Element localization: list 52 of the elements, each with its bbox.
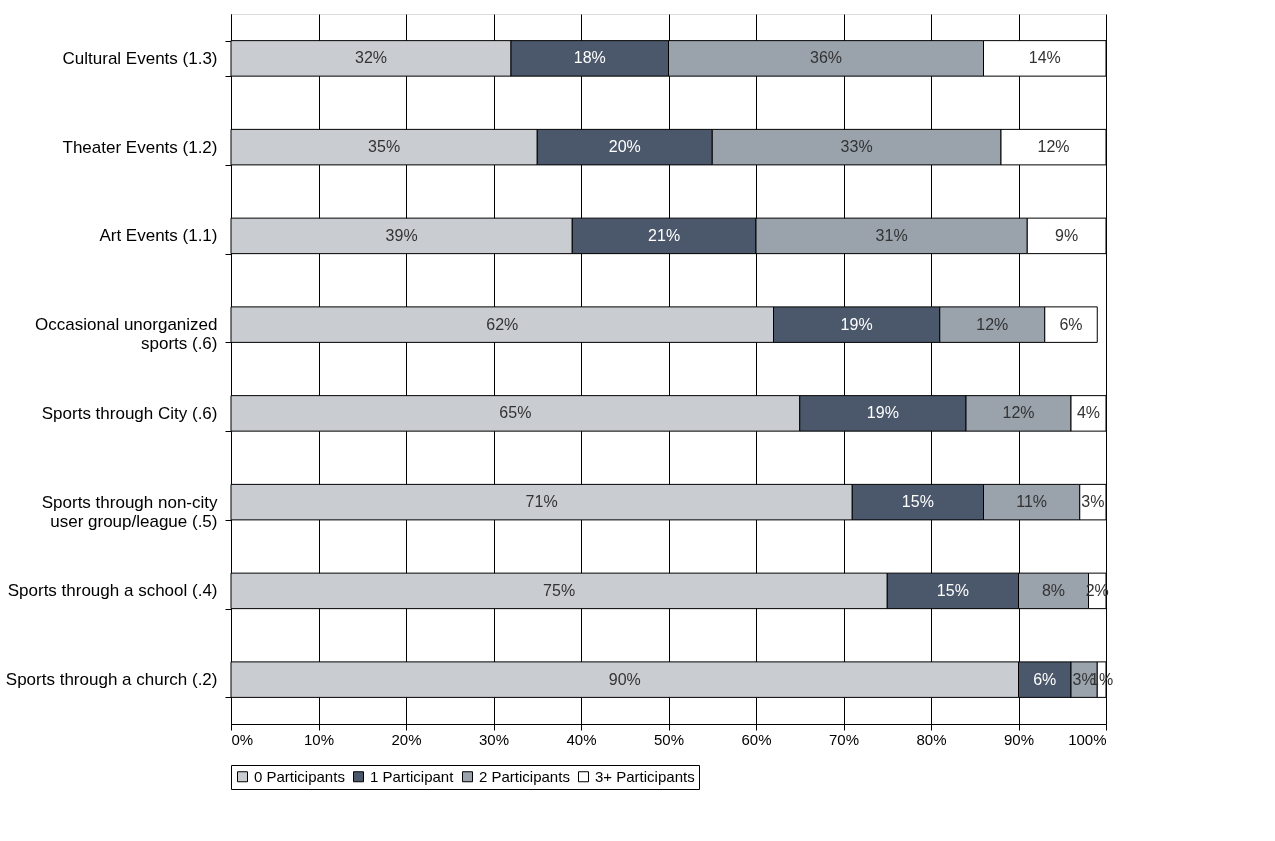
y-tick-label: Art Events (1.1) [99,226,218,246]
x-tick-label: 80% [916,730,947,748]
data-label: 31% [875,226,908,244]
legend-label: 2 Participants [479,767,570,785]
data-label: 11% [1016,493,1048,511]
data-label: 12% [1002,404,1035,422]
data-label: 15% [936,581,969,599]
y-tick-label: Cultural Events (1.3) [62,48,218,68]
data-label: 39% [385,226,418,244]
legend-label: 0 Participants [254,767,345,785]
x-tick-label: 0% [231,730,254,748]
x-tick-label: 70% [828,730,860,748]
data-label: 9% [1055,226,1079,244]
data-label: 3% [1081,493,1105,511]
legend-label: 3+ Participants [595,767,695,785]
x-tick-label: 100% [1068,730,1107,748]
x-tick-label: 30% [478,730,510,748]
legend-label: 1 Participant [370,767,455,785]
data-label: 6% [1059,315,1083,333]
data-label: 4% [1076,404,1101,422]
data-label: 35% [368,138,401,156]
y-tick-label: Theater Events (1.2) [62,137,218,157]
x-tick-label: 90% [1003,730,1035,748]
data-label: 6% [1033,670,1057,688]
data-label: 36% [809,49,843,67]
data-label: 8% [1041,581,1066,599]
data-label: 19% [840,315,873,333]
data-label: 19% [866,404,899,422]
data-label: 65% [499,404,532,422]
data-label: 14% [1028,49,1061,67]
y-tick-label: Sports through a church (.2) [5,670,218,690]
data-label: 75% [543,581,576,599]
data-label: 20% [608,138,641,156]
y-tick-label: Occasional unorganized sports (.6) [35,315,218,354]
data-label: 21% [648,226,681,244]
x-tick-label: 40% [566,730,597,748]
data-label: 15% [901,493,934,511]
data-label: 71% [525,493,558,511]
y-tick-label: Sports through a school (.4) [7,581,218,601]
data-label: 12% [976,315,1009,333]
data-label: 33% [840,138,873,156]
data-label: 90% [608,670,641,688]
data-label: 62% [486,315,519,333]
x-tick-label: 50% [653,730,685,748]
data-label: 18% [573,49,606,67]
y-tick-label: Sports through City (.6) [41,403,218,423]
data-label: 12% [1037,138,1070,156]
x-tick-label: 10% [303,730,335,748]
y-tick-label: Sports through non-city user group/league (.5) [41,492,218,531]
x-tick-label: 60% [741,730,772,748]
data-label: 32% [354,49,388,67]
x-tick-label: 20% [391,730,422,748]
